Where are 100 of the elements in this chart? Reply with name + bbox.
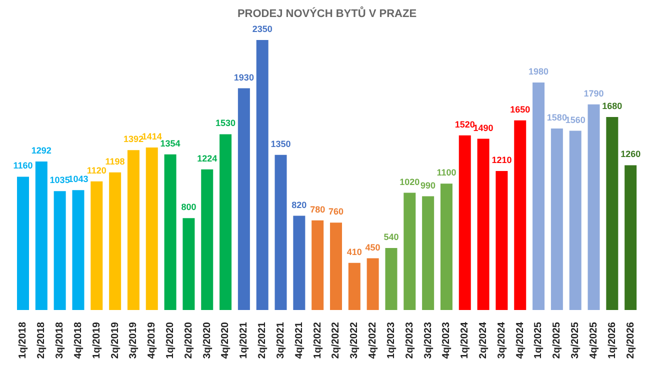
- data-label: 1520: [454, 119, 475, 130]
- data-label: 1580: [546, 112, 567, 122]
- data-label: 1224: [197, 153, 218, 164]
- x-tick-label: 4q/2023: [441, 322, 452, 359]
- data-label: 1490: [473, 122, 494, 133]
- bar: [330, 222, 342, 310]
- bar: [458, 135, 471, 310]
- x-tick-label: 1q/2018: [18, 322, 29, 359]
- data-label: 1043: [68, 174, 88, 184]
- data-label: 1560: [565, 114, 586, 125]
- data-label: 1354: [160, 138, 180, 148]
- data-label: 1260: [620, 149, 641, 160]
- x-tick-label: 3q/2022: [349, 322, 360, 359]
- bar: [588, 104, 600, 310]
- x-tick-label: 4q/2022: [368, 322, 379, 359]
- bar: [496, 170, 508, 310]
- data-label: 410: [346, 246, 362, 257]
- bar: [477, 138, 490, 310]
- x-tick-label: 1q/2026: [606, 322, 618, 359]
- data-label: 1100: [436, 168, 456, 178]
- bar: [146, 148, 158, 310]
- bar: [404, 192, 416, 310]
- x-tick-label: 2q/2022: [330, 322, 342, 359]
- bar: [514, 120, 526, 310]
- bar: [606, 116, 618, 310]
- bar: [348, 262, 360, 310]
- bar: [312, 220, 324, 310]
- data-label: 1210: [492, 154, 512, 165]
- bar: [569, 130, 582, 310]
- bar: [385, 248, 398, 310]
- bar: [256, 40, 268, 310]
- x-tick-label: 2q/2018: [36, 322, 48, 359]
- data-label: 1680: [602, 100, 622, 111]
- bar: [182, 218, 195, 310]
- x-tick-label: 3q/2019: [128, 322, 140, 359]
- bar: [550, 128, 563, 310]
- x-tick-label: 3q/2024: [496, 322, 508, 359]
- bar: [220, 134, 232, 310]
- data-label: 1980: [528, 66, 549, 77]
- bar: [532, 82, 545, 310]
- chart-title: PRODEJ NOVÝCH BYTŮ V PRAZE: [236, 8, 418, 22]
- bar: [90, 181, 103, 310]
- x-tick-label: 2q/2026: [625, 322, 636, 359]
- x-tick-label: 1q/2021: [238, 322, 250, 359]
- x-tick-label: 2q/2021: [257, 322, 268, 359]
- x-tick-label: 1q/2020: [165, 322, 176, 359]
- bar: [238, 88, 250, 310]
- x-tick-label: 4q/2018: [72, 322, 84, 359]
- data-label: 800: [181, 202, 196, 212]
- x-tick-label: 1q/2022: [312, 322, 324, 359]
- bar: [624, 165, 637, 310]
- x-tick-label: 3q/2025: [570, 322, 582, 359]
- bar: [293, 216, 306, 310]
- bar: [127, 150, 140, 310]
- data-label: 1198: [105, 156, 125, 166]
- x-tick-label: 2q/2023: [404, 322, 416, 359]
- bar: [17, 176, 29, 310]
- data-label: 1020: [400, 176, 420, 187]
- bar: [72, 190, 84, 310]
- x-tick-label: 3q/2023: [422, 322, 434, 359]
- data-label: 760: [328, 206, 344, 217]
- data-label: 1650: [510, 104, 530, 114]
- bar: [201, 169, 214, 310]
- data-label: 450: [365, 242, 380, 252]
- bar: [35, 162, 48, 310]
- data-label: 1790: [584, 88, 604, 98]
- x-tick-label: 4q/2024: [514, 322, 526, 359]
- data-label: 1035: [50, 175, 70, 186]
- data-label: 820: [292, 200, 307, 210]
- data-label: 1120: [86, 165, 106, 176]
- data-label: 780: [310, 204, 326, 214]
- bar: [109, 172, 122, 310]
- x-tick-label: 4q/2020: [220, 322, 232, 359]
- x-tick-label: 2q/2024: [478, 322, 489, 359]
- data-label: 1160: [13, 160, 33, 171]
- x-tick-label: 3q/2020: [202, 322, 213, 359]
- x-tick-label: 4q/2021: [294, 322, 305, 359]
- bar: [366, 258, 379, 310]
- x-tick-label: 2q/2020: [183, 322, 194, 359]
- bar: [440, 184, 452, 310]
- data-label: 990: [420, 180, 436, 190]
- x-tick-label: 1q/2019: [91, 322, 102, 359]
- x-tick-label: 2q/2019: [110, 322, 121, 359]
- data-label: 540: [384, 232, 399, 242]
- bar: [274, 154, 287, 310]
- x-tick-label: 2q/2025: [552, 322, 563, 359]
- x-tick-label: 3q/2021: [275, 322, 286, 359]
- x-tick-label: 1q/2025: [533, 322, 544, 359]
- x-tick-label: 3q/2018: [54, 322, 66, 359]
- x-tick-label: 1q/2024: [460, 322, 471, 359]
- data-label: 1392: [123, 134, 144, 144]
- data-label: 1292: [31, 146, 52, 156]
- bar: [422, 196, 434, 310]
- data-label: 1350: [270, 138, 291, 149]
- data-label: 2350: [252, 24, 272, 34]
- bar: [164, 154, 176, 310]
- data-label: 1530: [216, 118, 236, 128]
- x-tick-label: 1q/2023: [386, 322, 397, 359]
- x-tick-label: 4q/2019: [146, 322, 158, 359]
- data-label: 1930: [234, 72, 254, 82]
